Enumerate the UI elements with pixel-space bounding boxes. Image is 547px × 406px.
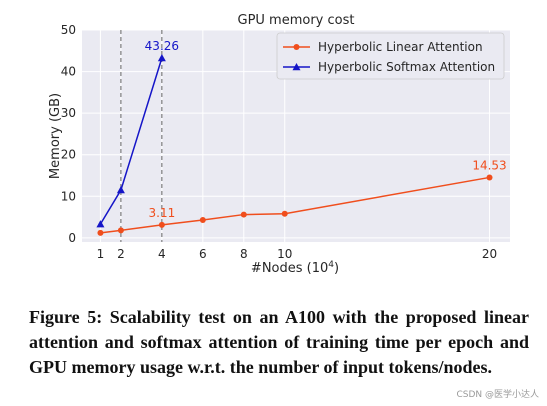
data-point [97,229,104,236]
x-tick-label: 20 [482,247,497,261]
x-tick-label: 8 [240,247,248,261]
data-point [240,211,247,218]
figure-caption: Figure 5: Scalability test on an A100 wi… [29,307,529,377]
x-axis-label-suffix: ) [334,261,339,276]
x-tick-label: 10 [277,247,292,261]
data-annotations: 43.26 3.11 14.53 [145,39,507,220]
x-tick-label: 6 [199,247,207,261]
y-tick-label: 20 [61,148,76,162]
reference-lines [120,30,163,242]
x-axis-label-exponent: 4 [328,260,334,270]
y-tick-label: 0 [68,231,76,245]
y-tick-labels: 0 10 20 30 40 50 [61,23,76,245]
data-label: 43.26 [145,39,179,53]
y-tick-label: 30 [61,106,76,120]
y-tick-label: 10 [61,189,76,203]
data-point [281,210,288,217]
y-tick-label: 40 [61,65,76,79]
x-tick-label: 4 [158,247,166,261]
data-label: 3.11 [149,206,176,220]
series-1 [96,54,166,228]
legend-marker [292,63,301,71]
data-label: 14.53 [472,158,506,172]
x-tick-label: 2 [117,247,125,261]
data-point [158,221,165,228]
chart-title: GPU memory cost [238,13,355,28]
y-axis-label: Memory (GB) [48,93,63,179]
x-axis-label: #Nodes (104) [251,260,339,276]
legend-label: Hyperbolic Softmax Attention [318,60,495,74]
data-point [117,227,124,234]
x-tick-label: 1 [97,247,105,261]
x-tick-labels: 1 2 4 6 8 10 20 [97,247,498,261]
watermark: CSDN @医学小达人 [456,390,539,400]
legend-box [276,32,505,80]
legend: Hyperbolic Linear Attention Hyperbolic So… [276,32,505,80]
legend-marker [293,44,300,50]
series-0 [97,174,493,236]
x-axis-label-text: #Nodes (10 [251,261,328,276]
y-tick-label: 50 [61,23,76,37]
data-point [96,220,105,228]
data-point [199,216,206,223]
data-point [157,54,166,62]
data-point [116,186,125,194]
series-layer [96,54,493,236]
legend-label: Hyperbolic Linear Attention [318,40,483,54]
data-point [486,174,493,181]
